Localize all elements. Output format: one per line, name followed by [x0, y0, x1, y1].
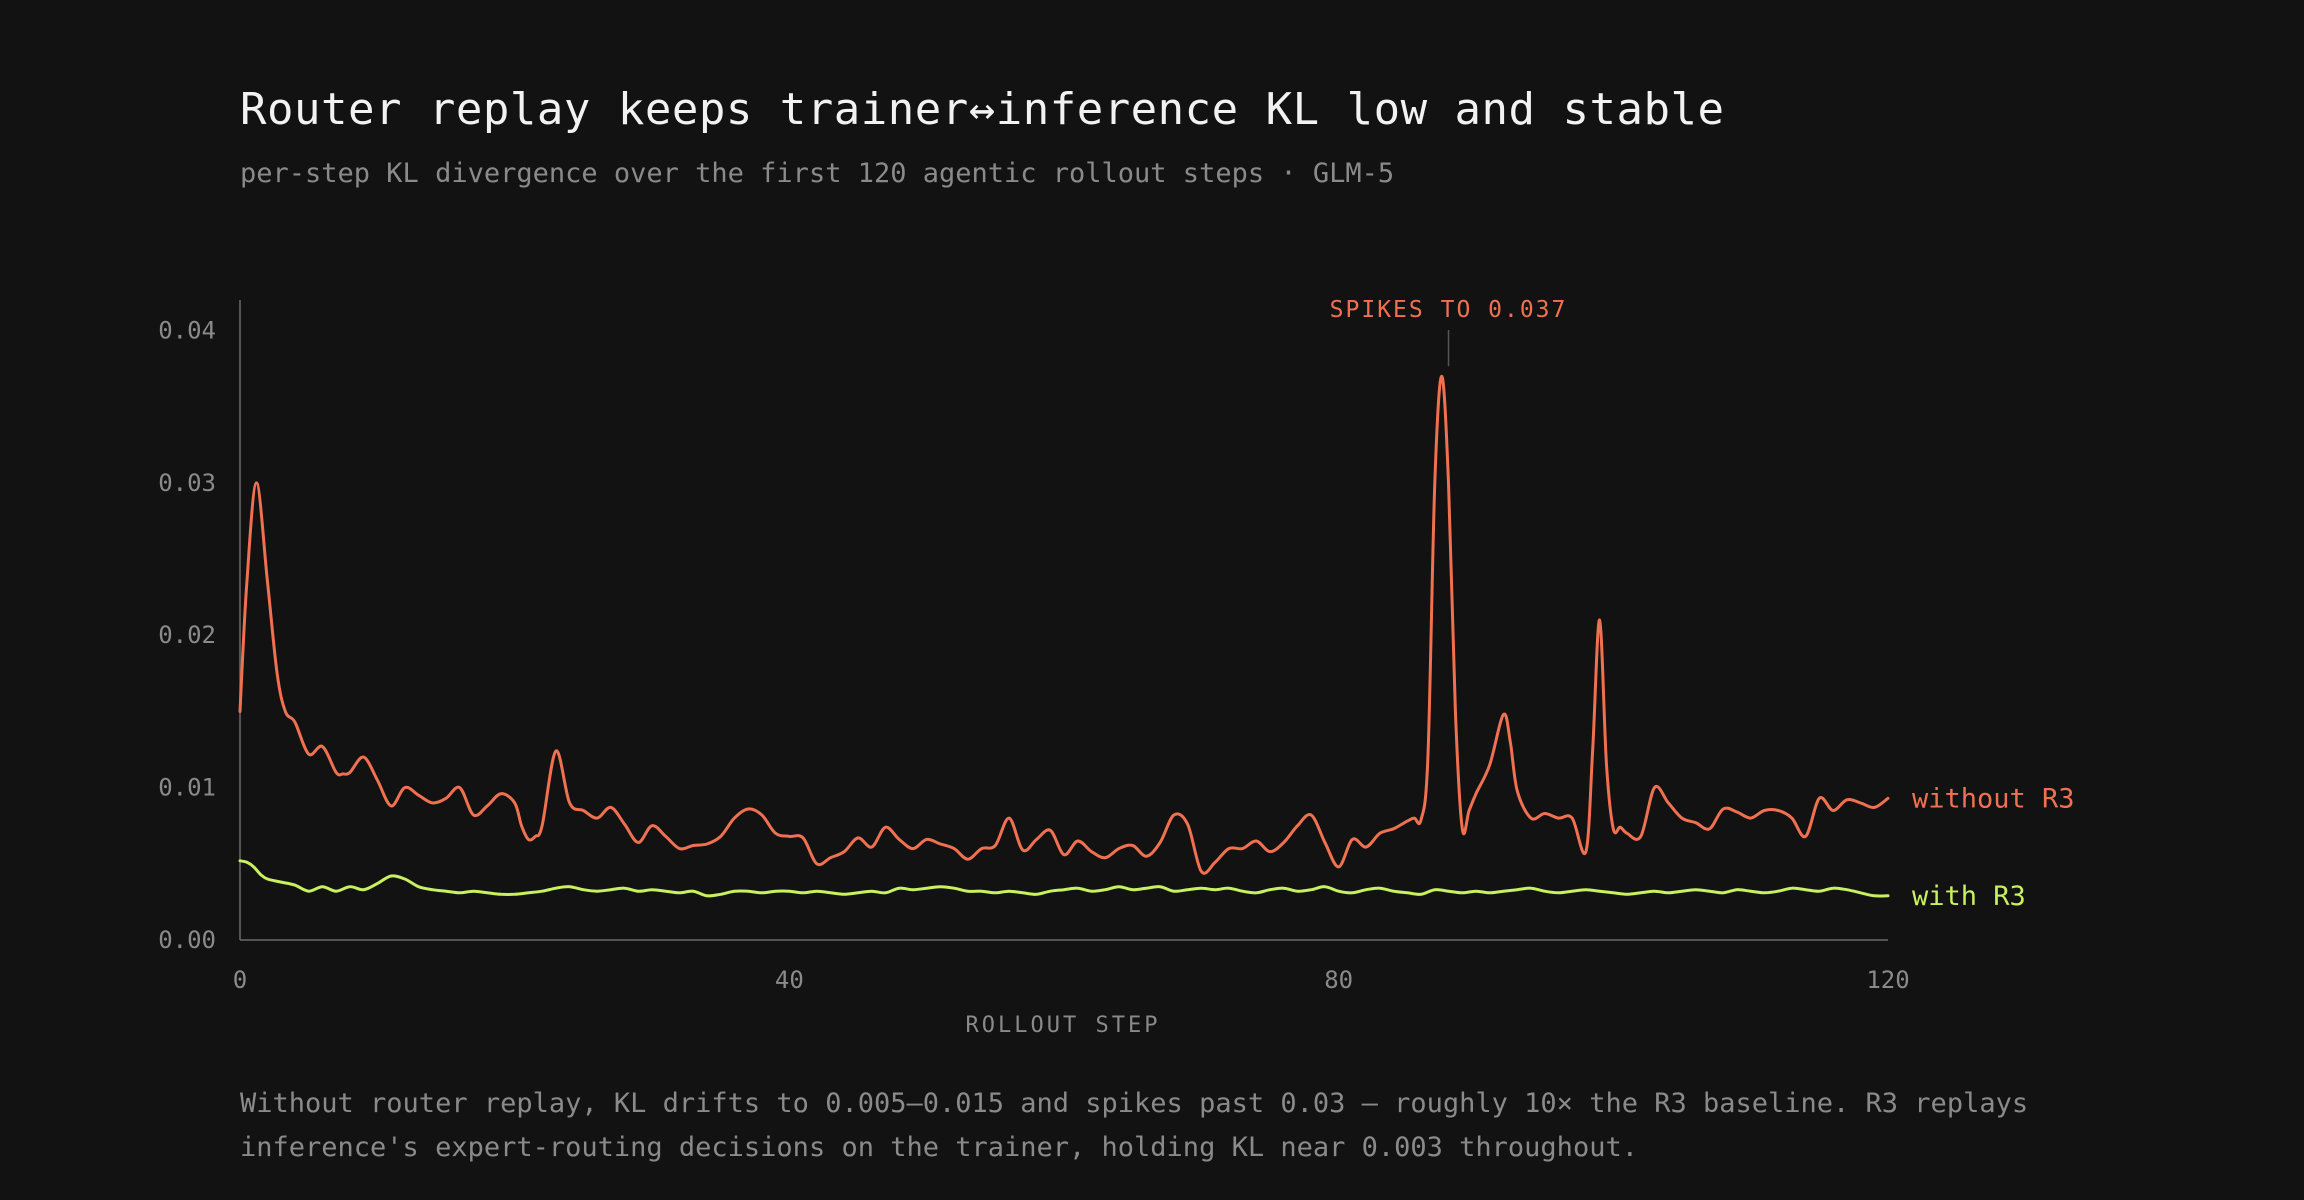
- annotation-label: SPIKES TO 0.037: [1330, 297, 1568, 323]
- with-r3-line: [238, 859, 1890, 898]
- with-r3-label: with R3: [1912, 881, 2026, 912]
- y-tick-label: 0.03: [158, 469, 216, 497]
- series-labels: without R3 with R3: [1912, 783, 2075, 912]
- spike-annotation: SPIKES TO 0.037: [1330, 297, 1568, 367]
- x-axis-title: ROLLOUT STEP: [966, 1013, 1161, 1038]
- x-tick-label: 40: [775, 966, 804, 994]
- chart-subtitle: per-step KL divergence over the first 12…: [240, 158, 1395, 189]
- without-r3-line: [238, 374, 1890, 875]
- y-tick-label: 0.00: [158, 926, 216, 954]
- caption-line-2: inference's expert-routing decisions on …: [240, 1132, 1638, 1163]
- y-tick-label: 0.04: [158, 316, 216, 344]
- x-tick-label: 80: [1324, 966, 1353, 994]
- axis-ticks: 0.00 0.01 0.02 0.03 0.04 0 40 80 120 ROLLOUT STEP: [158, 316, 1909, 1038]
- chart-caption: Without router replay, KL drifts to 0.00…: [240, 1082, 2140, 1170]
- caption-line-1: Without router replay, KL drifts to 0.00…: [240, 1088, 2029, 1119]
- chart-title: Router replay keeps trainer↔inference KL…: [240, 84, 1725, 135]
- x-tick-label: 0: [233, 966, 247, 994]
- y-tick-label: 0.01: [158, 774, 216, 802]
- axes: [239, 300, 1888, 941]
- x-tick-label: 120: [1866, 966, 1909, 994]
- series-lines: [238, 374, 1890, 898]
- without-r3-label: without R3: [1912, 783, 2075, 814]
- y-tick-label: 0.02: [158, 621, 216, 649]
